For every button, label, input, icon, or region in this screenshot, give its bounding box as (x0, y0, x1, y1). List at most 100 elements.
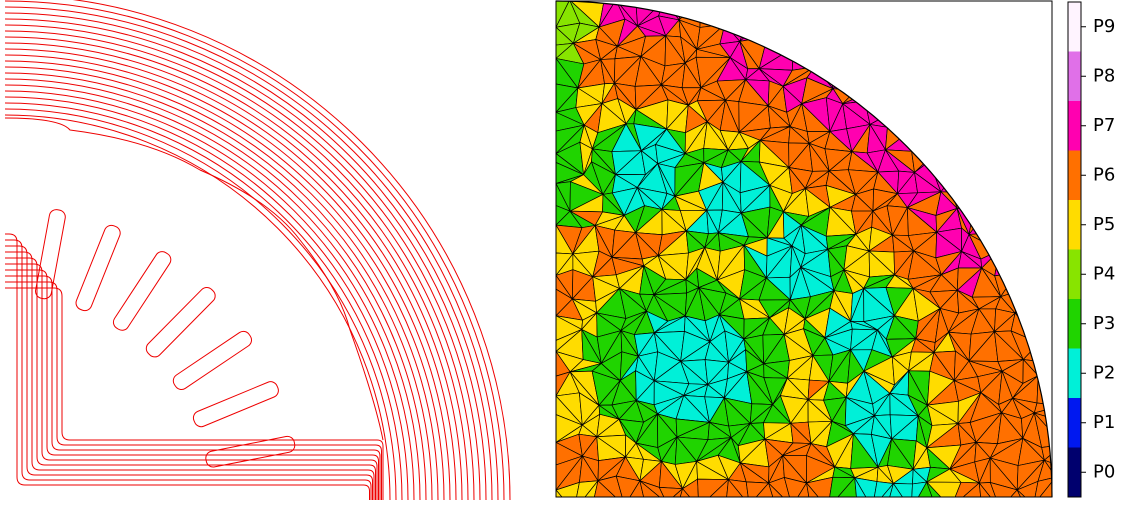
mesh-element (1033, 79, 1052, 109)
mesh-element (1044, 43, 1052, 70)
rotor-contour (5, 263, 378, 500)
mesh-element (814, 45, 836, 68)
mesh-element (1031, 107, 1052, 130)
mesh-element (993, 35, 1026, 71)
mesh-element (854, 477, 874, 497)
mesh-element (989, 64, 1026, 87)
mesh-element (1036, 181, 1052, 209)
mesh-element (978, 481, 1001, 497)
mesh-element (1019, 233, 1037, 246)
mesh-element (995, 22, 1022, 37)
mesh-element (991, 193, 1021, 206)
mesh-element (908, 17, 935, 46)
mesh-element (1035, 313, 1052, 345)
mesh-element (1032, 1, 1052, 28)
mesh-element (677, 487, 700, 497)
stator-contour (4, 18, 487, 501)
mesh-element (932, 17, 952, 49)
mesh-element (991, 167, 1022, 195)
mesh-element (999, 496, 1026, 497)
mesh-element (1038, 312, 1052, 344)
mesh-element (1014, 288, 1037, 315)
mesh-element (1031, 120, 1052, 151)
mesh-element (957, 1, 976, 29)
mesh-element (948, 151, 977, 171)
mesh-element (884, 43, 910, 70)
mesh-element (989, 481, 1018, 497)
mesh-element (935, 150, 959, 171)
mesh-element (975, 118, 1004, 153)
mesh-element (748, 1, 763, 23)
mesh-element (768, 482, 793, 497)
mesh-element (1024, 43, 1046, 70)
mesh-element (951, 498, 981, 508)
mesh-element (1019, 233, 1037, 247)
colorbar-swatch (1068, 348, 1081, 398)
mesh-element (971, 1, 1004, 28)
mesh-element (969, 102, 1005, 124)
mesh-element (721, 502, 750, 508)
mesh-element (889, 60, 915, 89)
mesh-element (932, 18, 956, 49)
mesh-element (1016, 272, 1036, 296)
mesh-element (886, 1, 918, 21)
colorbar: P0 P1 P2 P3 P4 P5 P6 P7 P8 P9 (1067, 1, 1115, 498)
mesh-element (909, 1, 934, 20)
colorbar-swatch (1068, 150, 1081, 200)
colorbar-label: P5 (1093, 214, 1115, 235)
mesh-element (1038, 335, 1052, 364)
colorbar-swatch (1068, 2, 1081, 52)
mesh-element (846, 20, 878, 37)
mesh-element (724, 1, 750, 26)
mesh-element (908, 44, 937, 68)
colorbar-swatch (1068, 398, 1081, 448)
mesh-element (1017, 22, 1046, 45)
mesh-element (885, 1, 917, 20)
mesh-element (1019, 20, 1046, 45)
mesh-element (951, 169, 975, 195)
mesh-element (976, 84, 997, 106)
mesh-element (846, 34, 868, 70)
mesh-element (1016, 271, 1047, 296)
mesh-element (950, 47, 976, 67)
mesh-element (1002, 104, 1019, 126)
mesh-element (933, 44, 952, 68)
stator-contour (4, 36, 469, 501)
mesh-element (938, 110, 958, 132)
mesh-element (1020, 203, 1038, 235)
mesh-element (957, 122, 977, 153)
mesh-element (821, 1, 849, 24)
mesh-element (1001, 22, 1021, 37)
stator-contour (4, 54, 451, 501)
mesh-element (935, 46, 953, 67)
colorbar-label: P9 (1093, 16, 1115, 37)
mesh-element (1037, 361, 1052, 377)
mesh-element (1037, 362, 1052, 381)
mesh-element (988, 79, 1026, 107)
mesh-element (593, 480, 626, 497)
mesh-element (975, 151, 997, 169)
mesh-element (886, 18, 911, 47)
colorbar-label: P0 (1093, 461, 1115, 482)
mesh-element (1035, 244, 1052, 276)
slot-outline (145, 286, 216, 358)
mesh-element (805, 481, 829, 497)
mesh-element (889, 44, 915, 70)
mesh-element (846, 22, 869, 37)
mesh-element (886, 108, 910, 133)
mesh-element (1021, 149, 1046, 167)
mesh-element (834, 23, 849, 47)
mesh-element (1020, 496, 1034, 497)
mesh-element (1024, 63, 1035, 80)
outer-arc (555, 0, 1053, 498)
mesh-element (955, 1, 973, 28)
mesh-element (971, 1, 1005, 28)
mesh-element (845, 1, 870, 25)
mesh-element (1061, 497, 1081, 508)
mesh-element (950, 26, 973, 48)
mesh-element (1016, 244, 1037, 273)
mesh-element (663, 503, 675, 508)
colorbar-label: P6 (1093, 164, 1115, 185)
mesh-element (1017, 78, 1043, 108)
